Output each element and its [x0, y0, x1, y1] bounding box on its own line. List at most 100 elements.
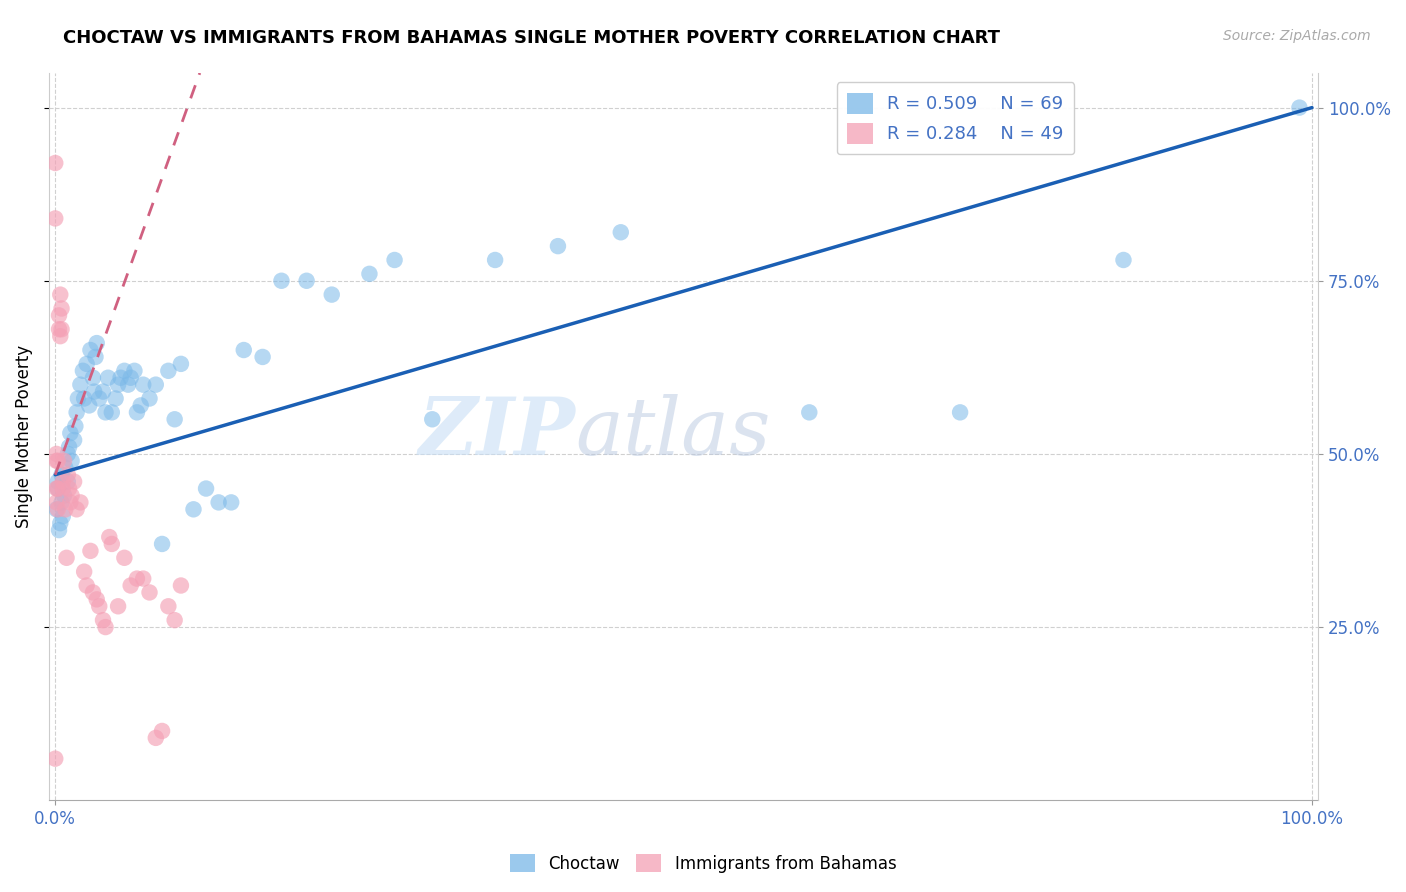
Point — [48, 523, 70, 537]
Point — [94, 405, 117, 419]
Y-axis label: Single Mother Poverty: Single Mother Poverty — [15, 345, 32, 528]
Point — [45, 447, 67, 461]
Point — [48, 322, 70, 336]
Point — [45, 502, 67, 516]
Point — [59, 495, 82, 509]
Point — [98, 530, 121, 544]
Point — [51, 301, 73, 316]
Legend: R = 0.509    N = 69, R = 0.284    N = 49: R = 0.509 N = 69, R = 0.284 N = 49 — [837, 82, 1074, 154]
Point — [76, 357, 98, 371]
Point — [157, 364, 180, 378]
Point — [56, 467, 79, 482]
Point — [949, 405, 972, 419]
Point — [104, 392, 127, 406]
Point — [76, 578, 98, 592]
Point — [52, 509, 75, 524]
Point — [125, 572, 148, 586]
Point — [120, 578, 142, 592]
Point — [86, 592, 108, 607]
Text: Source: ZipAtlas.com: Source: ZipAtlas.com — [1223, 29, 1371, 43]
Point — [65, 502, 87, 516]
Point — [60, 454, 83, 468]
Point — [66, 392, 89, 406]
Point — [120, 370, 142, 384]
Point — [53, 502, 76, 516]
Point — [150, 723, 173, 738]
Point — [63, 433, 86, 447]
Point — [321, 287, 343, 301]
Point — [46, 502, 69, 516]
Point — [69, 495, 91, 509]
Point — [138, 392, 160, 406]
Point — [219, 495, 242, 509]
Point — [79, 544, 101, 558]
Point — [79, 343, 101, 357]
Point — [270, 274, 292, 288]
Point — [112, 550, 135, 565]
Point — [49, 287, 72, 301]
Point — [145, 731, 167, 745]
Point — [53, 460, 76, 475]
Point — [59, 426, 82, 441]
Point — [547, 239, 569, 253]
Point — [91, 613, 114, 627]
Point — [89, 392, 111, 406]
Point — [45, 495, 67, 509]
Point — [112, 364, 135, 378]
Point — [46, 482, 69, 496]
Point — [58, 482, 80, 496]
Point — [44, 752, 66, 766]
Text: atlas: atlas — [575, 394, 770, 472]
Point — [73, 565, 96, 579]
Point — [170, 357, 193, 371]
Point — [295, 274, 318, 288]
Point — [48, 309, 70, 323]
Point — [107, 377, 129, 392]
Point — [110, 370, 132, 384]
Point — [73, 392, 96, 406]
Point — [183, 502, 205, 516]
Point — [163, 613, 186, 627]
Point — [195, 482, 218, 496]
Point — [799, 405, 821, 419]
Point — [49, 329, 72, 343]
Point — [1288, 101, 1310, 115]
Point — [420, 412, 443, 426]
Point — [69, 377, 91, 392]
Point — [49, 516, 72, 531]
Point — [207, 495, 229, 509]
Point — [150, 537, 173, 551]
Point — [44, 211, 66, 226]
Point — [65, 405, 87, 419]
Point — [46, 482, 69, 496]
Legend: Choctaw, Immigrants from Bahamas: Choctaw, Immigrants from Bahamas — [503, 847, 903, 880]
Point — [52, 475, 75, 489]
Point — [86, 336, 108, 351]
Point — [60, 488, 83, 502]
Point — [125, 405, 148, 419]
Point — [52, 482, 75, 496]
Point — [53, 454, 76, 468]
Point — [101, 405, 124, 419]
Point — [359, 267, 381, 281]
Point — [163, 412, 186, 426]
Point — [232, 343, 254, 357]
Text: ZIP: ZIP — [419, 394, 575, 472]
Point — [91, 384, 114, 399]
Point — [56, 447, 79, 461]
Point — [89, 599, 111, 614]
Point — [56, 475, 79, 489]
Point — [84, 350, 107, 364]
Point — [58, 440, 80, 454]
Text: CHOCTAW VS IMMIGRANTS FROM BAHAMAS SINGLE MOTHER POVERTY CORRELATION CHART: CHOCTAW VS IMMIGRANTS FROM BAHAMAS SINGL… — [63, 29, 1000, 46]
Point — [82, 585, 104, 599]
Point — [51, 322, 73, 336]
Point — [46, 475, 69, 489]
Point — [124, 364, 146, 378]
Point — [82, 370, 104, 384]
Point — [132, 572, 155, 586]
Point — [72, 364, 94, 378]
Point — [83, 384, 105, 399]
Point — [610, 225, 633, 239]
Point — [138, 585, 160, 599]
